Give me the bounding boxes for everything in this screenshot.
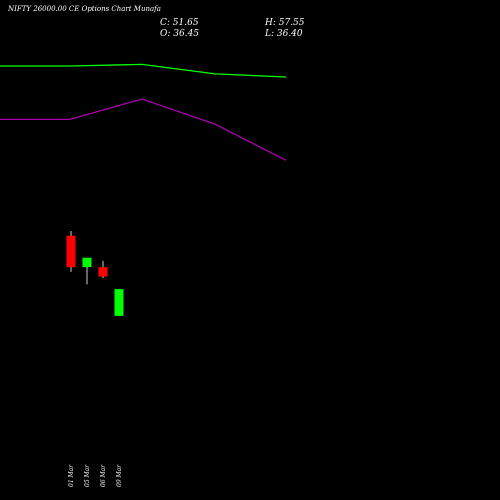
candle-body	[82, 257, 92, 268]
open-value: O: 36.45	[160, 29, 200, 39]
x-tick-label: 09 Mar	[116, 464, 123, 487]
candle-05-mar	[82, 257, 92, 285]
indicator-line-2	[0, 98, 287, 161]
x-tick-label: 01 Mar	[68, 464, 75, 487]
indicator-line-1	[0, 63, 287, 78]
candle-09-mar	[114, 289, 124, 316]
candle-body	[66, 235, 76, 268]
candle-body	[114, 289, 124, 316]
candle-01-mar	[66, 231, 76, 272]
high-value: H: 57.55	[265, 18, 305, 28]
low-value: L: 36.40	[265, 29, 303, 39]
candle-body	[98, 267, 108, 277]
chart-title: NIFTY 26000.00 CE Options Chart Munafa	[8, 5, 161, 13]
candle-06-mar	[98, 260, 108, 279]
x-tick-label: 06 Mar	[100, 464, 107, 487]
x-tick-label: 05 Mar	[84, 464, 91, 487]
close-value: C: 51.65	[160, 18, 199, 28]
